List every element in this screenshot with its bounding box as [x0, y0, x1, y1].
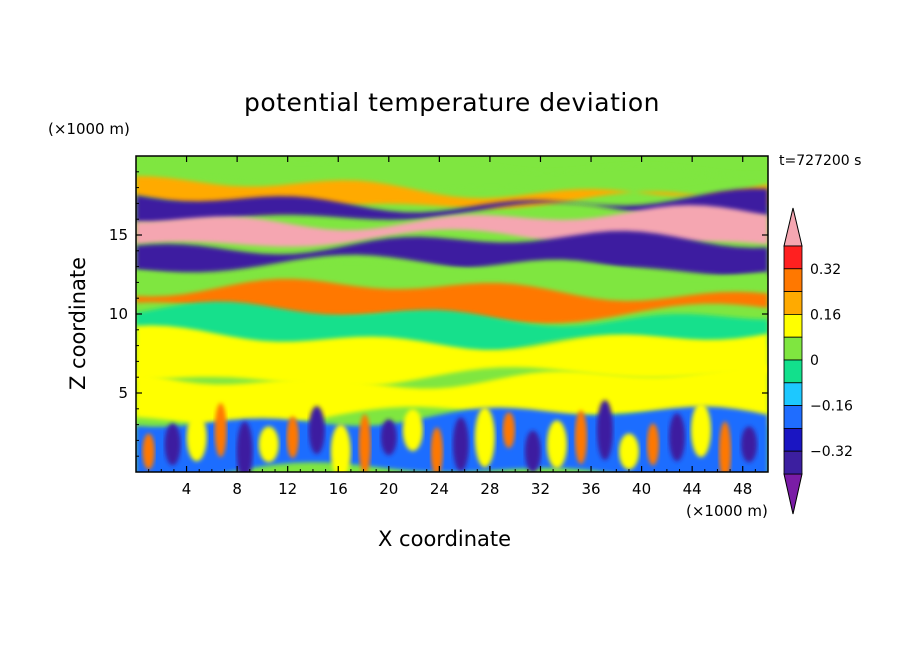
contour-cell	[524, 430, 541, 472]
contour-cell	[258, 426, 279, 463]
contour-band	[136, 325, 768, 388]
time-label: t=727200 s	[779, 153, 862, 169]
colorbar-segment	[783, 313, 803, 338]
contour-cell	[691, 403, 712, 458]
contour-cell	[380, 419, 397, 456]
contour-band	[136, 230, 768, 276]
x-axis-label: X coordinate	[378, 527, 512, 551]
chart-title: potential temperature deviation	[244, 88, 660, 117]
colorbar-top-extension	[783, 207, 803, 247]
x-axis-ticks: 4 8 12 16 20 24 28 32 36 40 44 48	[148, 156, 756, 498]
colorbar-tick-label: 0.32	[810, 262, 841, 278]
contour-cell	[502, 412, 515, 449]
contour-cell	[358, 414, 371, 472]
contour-field	[136, 156, 768, 472]
contour-cell	[741, 426, 758, 463]
x-axis-multiplier: (×1000 m)	[686, 502, 768, 520]
contour-cell	[214, 403, 227, 458]
x-tick-label: 20	[379, 480, 398, 498]
contour-cell	[719, 421, 732, 472]
colorbar-segment	[783, 450, 803, 475]
x-tick-label: 28	[480, 480, 499, 498]
contour-cell	[574, 410, 587, 465]
y-tick-label: 5	[118, 384, 128, 402]
colorbar-tick-label: −0.32	[810, 444, 853, 460]
contour-band	[136, 259, 768, 308]
contour-cell	[186, 413, 207, 462]
y-axis-ticks: 5 10 15	[109, 171, 768, 457]
colorbar-segment	[783, 382, 803, 406]
contour-cell	[452, 417, 469, 472]
colorbar-segment	[783, 245, 803, 270]
x-tick-label: 36	[581, 480, 600, 498]
contour-cell	[164, 423, 181, 466]
x-tick-label: 24	[430, 480, 449, 498]
y-tick-label: 15	[109, 226, 128, 244]
contour-cell	[402, 409, 423, 452]
contour-cell	[330, 424, 351, 472]
colorbar-tick-label: 0	[810, 353, 819, 369]
x-tick-label: 44	[683, 480, 702, 498]
contour-cell	[618, 433, 639, 470]
colorbar-segment	[783, 359, 803, 384]
contour-cell	[308, 406, 325, 455]
contour-cell	[596, 400, 613, 461]
x-tick-label: 16	[329, 480, 348, 498]
x-tick-label: 48	[733, 480, 752, 498]
y-axis-multiplier: (×1000 m)	[48, 120, 130, 138]
contour-cell	[430, 427, 443, 472]
x-tick-label: 8	[232, 480, 242, 498]
contour-cell	[142, 433, 155, 470]
colorbar-segment	[783, 405, 803, 429]
colorbar-bottom-extension	[783, 473, 803, 515]
colorbar-tick-label: 0.16	[810, 307, 841, 323]
contour-cell	[646, 423, 659, 466]
colorbar-segment	[783, 291, 803, 315]
contour-band	[136, 188, 768, 224]
x-tick-label: 40	[632, 480, 651, 498]
contour-cell	[474, 407, 495, 468]
y-tick-label: 10	[109, 305, 128, 323]
x-tick-label: 4	[182, 480, 192, 498]
colorbar: 0.32 0.16 0 −0.16 −0.32	[783, 207, 853, 515]
colorbar-segment	[783, 427, 803, 452]
x-tick-label: 12	[278, 480, 297, 498]
colorbar-segment	[783, 268, 803, 292]
colorbar-tick-label: −0.16	[810, 399, 853, 415]
contour-cell	[668, 413, 685, 462]
contour-cell	[546, 420, 567, 469]
contour-cell	[236, 421, 253, 472]
contour-cell	[286, 416, 299, 459]
colorbar-segment	[783, 336, 803, 361]
x-tick-label: 32	[531, 480, 550, 498]
